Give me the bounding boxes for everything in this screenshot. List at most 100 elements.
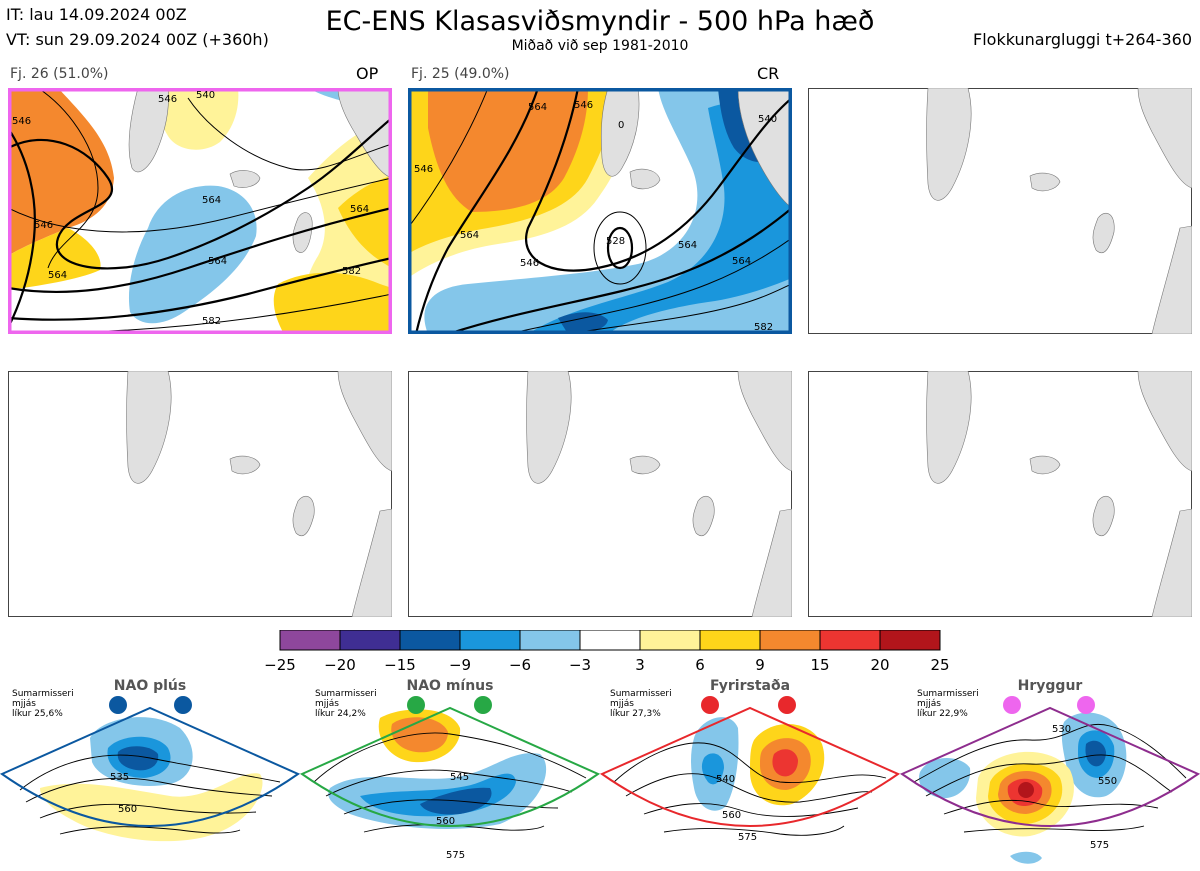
regime-ridge: 530 550 575 Hryggur Sumarmisseri mjjás l…	[900, 678, 1200, 871]
colorbar-tick-label: −3	[569, 656, 591, 674]
height-contour	[913, 724, 1187, 783]
land-europe	[351, 508, 392, 617]
anomaly-positive-region	[338, 176, 392, 268]
anomaly-negative-region	[918, 757, 971, 799]
colorbar-tick-label: −6	[509, 656, 531, 674]
colorbar-tick-label: 15	[810, 656, 829, 674]
height-contour	[343, 799, 559, 815]
contour-label: 564	[678, 240, 697, 251]
height-contour	[625, 773, 873, 803]
land-iceland	[1029, 172, 1061, 192]
land-scandinavia	[337, 371, 392, 472]
anomaly-positive-region	[772, 749, 798, 777]
anomaly-negative-region	[1010, 851, 1042, 864]
land-scandinavia	[737, 88, 792, 209]
regime-sector-frame	[300, 706, 600, 827]
land-iceland	[229, 170, 261, 188]
colorbar-segment	[579, 629, 641, 651]
land-scandinavia	[337, 88, 392, 179]
contour-label: 0	[618, 120, 624, 131]
land-iceland	[229, 455, 261, 475]
regime-marker-dot	[407, 696, 425, 714]
height-contour	[59, 826, 241, 835]
map-panel-6-svg	[808, 371, 1192, 617]
map-frame	[808, 88, 1192, 334]
contour-label: 546	[520, 258, 539, 269]
map-panel-1-svg: 546 540 546 564 564 582 546 564 564 582	[8, 88, 392, 334]
regime-marker-dot	[778, 696, 796, 714]
contour-label: 582	[342, 266, 361, 277]
anomaly-negative-region	[701, 753, 724, 785]
land-europe	[751, 508, 792, 617]
regime-marker-dot	[1077, 696, 1095, 714]
colorbar-tick-label: 6	[695, 656, 705, 674]
contour-label: 546	[34, 220, 53, 231]
map-frame	[408, 88, 792, 334]
regime-info: Sumarmisseri mjjás líkur 24,2%	[315, 689, 377, 719]
anomaly-negative-region	[1085, 740, 1106, 767]
contour-label: 546	[574, 100, 593, 111]
colorbar-segment	[339, 629, 401, 651]
regime-blocking: 540 560 575 Fyrirstaða Sumarmisseri mjjá…	[600, 678, 900, 871]
land-britain	[1092, 212, 1115, 254]
height-contour	[8, 177, 392, 233]
contour-label: 546	[12, 116, 31, 127]
map-panel-6	[808, 371, 1192, 617]
contour-label: 564	[350, 204, 369, 215]
height-contour	[507, 237, 792, 334]
anomaly-negative-region	[128, 185, 257, 324]
land-europe	[1151, 508, 1192, 617]
regime-name: Hryggur	[1017, 678, 1083, 694]
contour-label: 528	[606, 236, 625, 247]
height-contour	[408, 88, 489, 229]
colorbar-tick-label: −9	[449, 656, 471, 674]
map-frame	[808, 371, 1192, 617]
height-contour	[25, 777, 273, 803]
contour-labels: 564 546 0 546 564 528 546 564 540 564 58…	[414, 100, 777, 333]
contour-label: 564	[208, 256, 227, 267]
map-panel-4-svg	[8, 371, 392, 617]
regime-name: NAO mínus	[406, 678, 494, 694]
colorbar-tick-label: 25	[930, 656, 949, 674]
colorbar: −25 −20 −15 −9 −6 −3 3 6 9 15 20 25	[260, 629, 960, 675]
colorbar-segment	[279, 629, 341, 651]
map-panel-5-svg	[408, 371, 792, 617]
height-contour	[606, 226, 634, 270]
contour-label: 540	[196, 90, 215, 101]
land-greenland	[926, 88, 972, 201]
contour-label: 564	[48, 270, 67, 281]
map-frame	[8, 88, 392, 334]
regime-nao-plus-svg: 535 560	[0, 696, 300, 842]
anomaly-positive-region	[428, 88, 588, 212]
contour-label: 582	[754, 322, 773, 333]
regime-info: Sumarmisseri mjjás líkur 25,6%	[12, 689, 74, 719]
contour-label: 535	[110, 772, 129, 783]
regime-sector-frame	[600, 706, 900, 827]
height-contour	[37, 88, 99, 269]
regime-sector-frame	[0, 706, 300, 827]
contour-label: 560	[436, 816, 455, 827]
colorbar-svg: −25 −20 −15 −9 −6 −3 3 6 9 15 20 25	[264, 629, 950, 674]
height-contour	[8, 256, 392, 321]
anomaly-positive-region	[391, 717, 448, 753]
colorbar-tick-label: −15	[384, 656, 416, 674]
contour-label: 560	[118, 804, 137, 815]
height-contour	[925, 754, 1173, 797]
contour-label: 540	[716, 774, 735, 785]
regime-info: Sumarmisseri mjjás líkur 27,3%	[610, 689, 672, 719]
regime-marker-dot	[174, 696, 192, 714]
classification-window: Flokkunargluggi t+264-360	[973, 30, 1192, 49]
page-title: EC-ENS Klasasviðsmyndir - 500 hPa hæð	[325, 6, 875, 37]
regime-nao-minus: 545 560 575 NAO mínus Sumarmisseri mjjás…	[300, 678, 600, 871]
contour-label: 582	[202, 316, 221, 327]
anomaly-max-center	[1018, 782, 1034, 798]
land-europe	[1151, 225, 1192, 334]
regime-sector-frame	[900, 706, 1200, 827]
land-greenland	[128, 88, 169, 173]
regime-marker-dot	[474, 696, 492, 714]
height-contour	[414, 88, 540, 334]
contour-label: 564	[528, 102, 547, 113]
colorbar-segment	[699, 629, 761, 651]
anomaly-positive-region	[273, 272, 392, 334]
regime-nao-plus: 535 560 NAO plús Sumarmisseri mjjás líku…	[0, 678, 300, 871]
